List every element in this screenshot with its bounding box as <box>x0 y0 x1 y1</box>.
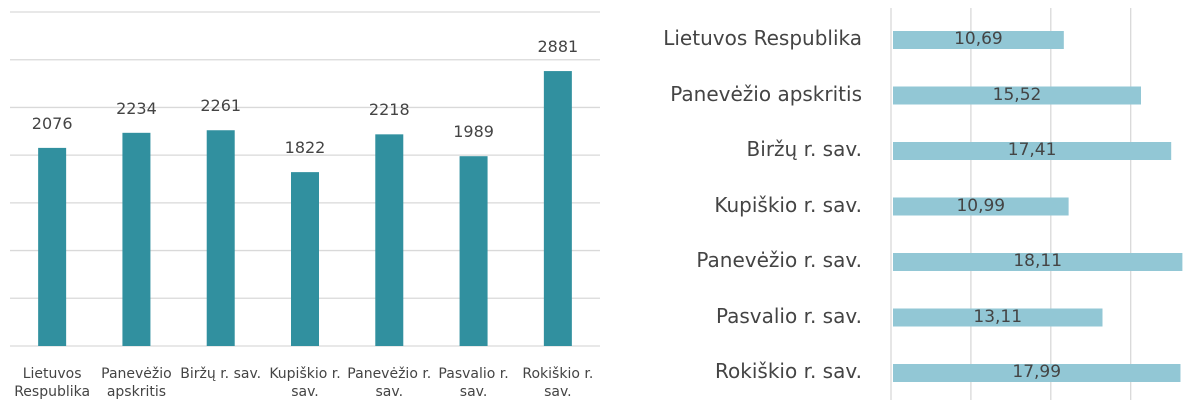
bar <box>893 86 1141 105</box>
bar <box>893 142 1172 160</box>
bar <box>893 364 1181 382</box>
x-tick-label: Rokiškio r. sav. <box>522 366 594 400</box>
value-label: 17,99 <box>1012 362 1062 382</box>
value-label: 17,41 <box>1007 140 1057 160</box>
bar <box>893 31 1064 49</box>
x-tick-label: Panevėžio apskritis <box>101 366 172 400</box>
x-tick-label: Kupiškio r. sav. <box>269 366 341 400</box>
y-tick-label: Lietuvos Respublika <box>663 26 862 50</box>
bar <box>893 308 1103 327</box>
x-tick-label: Pasvalio r. sav. <box>438 366 509 400</box>
y-tick-label: Rokiškio r. sav. <box>715 359 862 383</box>
value-label: 15,52 <box>992 84 1042 105</box>
value-label: 10,69 <box>954 29 1003 49</box>
value-label: 2881 <box>537 37 579 57</box>
bar <box>122 132 151 346</box>
bar <box>459 156 488 346</box>
value-label: 2261 <box>200 96 242 116</box>
bar <box>375 134 404 346</box>
bar <box>543 71 572 346</box>
x-tick-label: Panevėžio r. sav. <box>347 366 432 400</box>
value-label: 10,99 <box>956 195 1006 216</box>
value-label: 2234 <box>116 98 157 118</box>
bar <box>38 147 67 346</box>
value-label: 1989 <box>453 122 494 142</box>
y-tick-label: Pasvalio r. sav. <box>715 303 862 328</box>
bar <box>291 172 319 346</box>
value-label: 2218 <box>368 100 410 120</box>
bar <box>206 130 235 346</box>
x-tick-label: Biržų r. sav. <box>180 366 262 382</box>
bar <box>893 253 1183 271</box>
y-tick-label: Panevėžio r. sav. <box>696 248 862 272</box>
value-label: 1822 <box>284 138 326 158</box>
value-label: 2076 <box>31 113 73 133</box>
y-tick-label: Panevėžio apskritis <box>670 81 862 106</box>
y-tick-label: Kupiškio r. sav. <box>714 192 862 217</box>
y-tick-label: Biržų r. sav. <box>746 137 862 161</box>
value-label: 18,11 <box>1013 251 1063 271</box>
bar <box>893 197 1069 216</box>
value-label: 13,11 <box>973 306 1023 327</box>
x-tick-label: Lietuvos Respublika <box>14 366 91 400</box>
